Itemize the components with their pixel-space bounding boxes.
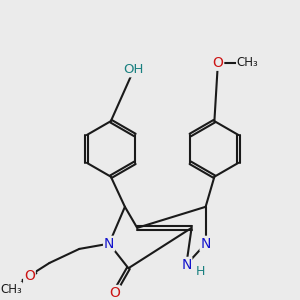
- Text: N: N: [181, 258, 191, 272]
- Text: N: N: [104, 237, 114, 251]
- Text: O: O: [212, 56, 223, 70]
- Text: O: O: [24, 269, 35, 283]
- Text: CH₃: CH₃: [237, 56, 259, 69]
- Text: OH: OH: [124, 64, 144, 76]
- Text: O: O: [109, 286, 120, 300]
- Text: CH₃: CH₃: [0, 283, 22, 296]
- Text: H: H: [196, 265, 205, 278]
- Text: N: N: [200, 237, 211, 251]
